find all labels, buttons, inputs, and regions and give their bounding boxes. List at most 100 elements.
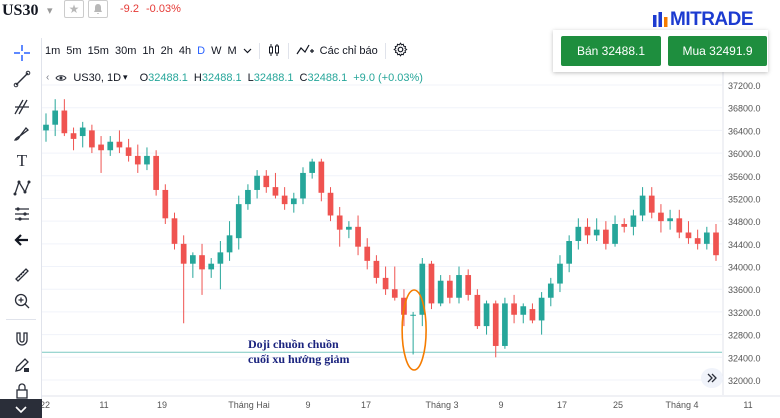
chevron-down-icon[interactable]: ▾	[123, 72, 128, 82]
legend-high-label: H	[193, 72, 202, 84]
doji-annotation: Doji chuồn chuồn cuối xu hướng giảm	[248, 337, 350, 367]
bell-icon[interactable]	[88, 0, 108, 18]
magnet-icon[interactable]	[10, 328, 34, 350]
candle	[676, 209, 683, 239]
gear-icon[interactable]	[390, 42, 411, 60]
timeframe-1h[interactable]: 1h	[142, 45, 155, 57]
time-tick-label: Tháng 4	[665, 400, 698, 410]
chevron-down-icon[interactable]	[240, 45, 255, 57]
candle	[630, 209, 637, 236]
candle	[199, 243, 205, 295]
candle	[474, 289, 481, 329]
timeframe-4h[interactable]: 4h	[178, 45, 192, 57]
price-tick-label: 33200.0	[728, 308, 761, 318]
candle	[538, 292, 545, 335]
brand-name: MITRADE	[670, 9, 754, 30]
candle	[575, 218, 582, 250]
ruler-icon[interactable]	[10, 264, 34, 286]
legend-close-label: C	[299, 72, 308, 84]
price-tick-label: 35200.0	[728, 194, 761, 204]
candle	[355, 215, 361, 256]
candle	[593, 218, 600, 242]
candle	[272, 172, 279, 199]
chevron-down-icon[interactable]: ▾	[47, 5, 53, 17]
candle	[245, 184, 251, 210]
doji-highlight-ellipse	[401, 289, 427, 371]
candlestick-type-icon[interactable]	[264, 43, 284, 60]
collapse-toolbar-button[interactable]	[0, 399, 42, 418]
candle	[208, 258, 215, 278]
star-icon[interactable]: ★	[64, 0, 84, 18]
timeframe-30m[interactable]: 30m	[114, 45, 137, 57]
candle	[281, 187, 288, 210]
candle	[410, 311, 416, 355]
indicators-button[interactable]: Các chỉ báo	[319, 45, 378, 57]
candle	[446, 275, 453, 304]
candle	[171, 212, 178, 250]
legend-eye-icon[interactable]	[55, 72, 67, 87]
timeframe-1m[interactable]: 1m	[45, 45, 61, 57]
time-tick-label: 17	[361, 400, 371, 410]
change-percent: -0.03%	[146, 3, 181, 15]
candle	[226, 221, 233, 261]
candle	[290, 192, 297, 213]
timeframe-d[interactable]: D	[197, 45, 206, 57]
annotation-line-2: cuối xu hướng giảm	[248, 352, 350, 366]
trend-line-icon[interactable]	[10, 68, 34, 90]
text-tool-icon[interactable]: T	[16, 151, 28, 170]
candle	[43, 113, 49, 142]
candle	[703, 226, 710, 250]
toolbar-divider	[258, 43, 260, 59]
price-tick-label: 37200.0	[728, 81, 761, 91]
toolbar-divider	[384, 43, 386, 59]
candle	[346, 221, 352, 239]
chevron-down-icon	[15, 405, 27, 413]
double-chevron-right-icon	[707, 373, 717, 383]
legend-open: 32488.1	[148, 72, 188, 84]
arrow-left-icon[interactable]	[10, 229, 34, 251]
annotation-line-1: Doji chuồn chuồn	[248, 337, 339, 351]
candle	[437, 275, 444, 307]
legend-chevron-icon[interactable]: ‹	[46, 72, 50, 83]
legend-instrument[interactable]: US30, 1D	[73, 72, 122, 84]
sell-button[interactable]: Bán 32488.1	[561, 36, 661, 66]
candle	[557, 255, 563, 293]
candle	[217, 241, 224, 290]
fib-tool-icon[interactable]	[10, 96, 34, 118]
timeframe-m[interactable]: M	[227, 45, 237, 57]
buy-button[interactable]: Mua 32491.9	[668, 36, 767, 66]
indicators-icon[interactable]	[293, 44, 317, 59]
timeframe-15m[interactable]: 15m	[87, 45, 109, 57]
candle	[612, 215, 618, 247]
candle	[153, 150, 159, 196]
candle	[648, 187, 655, 219]
pattern-icon[interactable]	[10, 177, 34, 199]
brush-icon[interactable]	[10, 123, 34, 145]
pencil-lock-icon[interactable]	[10, 354, 34, 376]
candle	[685, 221, 692, 244]
candle	[107, 136, 114, 156]
timeframe-5m[interactable]: 5m	[66, 45, 82, 57]
lock-icon[interactable]	[10, 380, 34, 402]
crosshair-icon[interactable]	[10, 42, 34, 64]
timeframe-w[interactable]: W	[211, 45, 222, 57]
ohlc-legend: ‹ US30, 1D ▾ O32488.1 H32488.1 L32488.1 …	[46, 72, 423, 87]
candle	[254, 170, 260, 199]
candle	[318, 158, 325, 202]
scroll-to-realtime-button[interactable]	[701, 368, 723, 388]
symbol-title[interactable]: US30	[2, 2, 39, 19]
timeframe-2h[interactable]: 2h	[160, 45, 173, 57]
price-tick-label: 32000.0	[728, 376, 761, 386]
time-tick-label: Tháng Hai	[228, 400, 270, 410]
zoom-in-icon[interactable]	[10, 290, 34, 312]
candle	[309, 158, 316, 179]
legend-high: 32488.1	[201, 72, 242, 84]
candle	[511, 294, 517, 324]
candle	[483, 300, 490, 335]
candle	[492, 300, 499, 358]
time-tick-label: 25	[613, 400, 623, 410]
candle	[465, 269, 472, 301]
prediction-icon[interactable]	[10, 203, 34, 225]
candle	[364, 238, 371, 270]
